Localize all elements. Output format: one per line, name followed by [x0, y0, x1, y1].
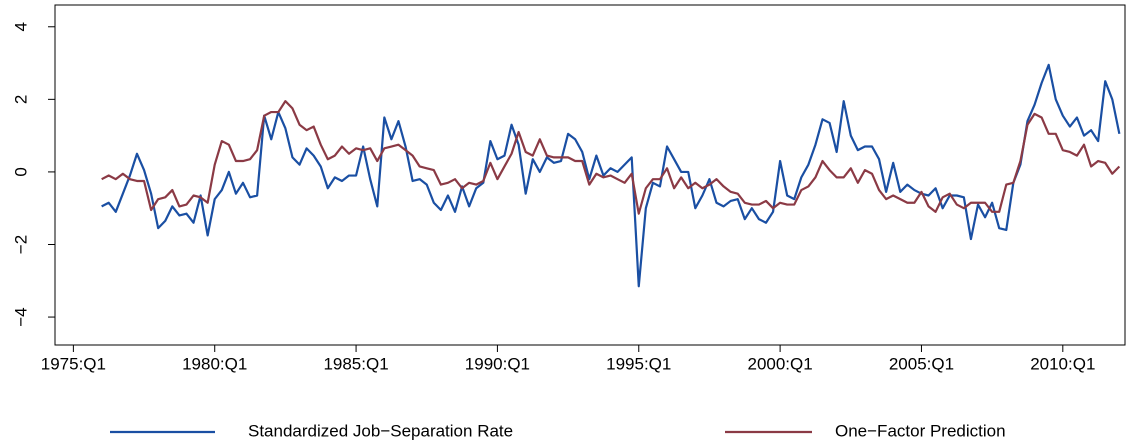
plot-frame — [54, 4, 1126, 346]
y-tick-label: −2 — [11, 235, 30, 254]
legend-label: Standardized Job−Separation Rate — [248, 421, 513, 440]
x-tick-label: 2005:Q1 — [889, 354, 954, 373]
legend-label: One−Factor Prediction — [835, 421, 1006, 440]
x-tick-label: 2000:Q1 — [747, 354, 812, 373]
y-tick-label: 0 — [11, 167, 30, 176]
x-tick-label: 1985:Q1 — [323, 354, 388, 373]
data-line — [101, 100, 1121, 215]
x-tick-label: 2010:Q1 — [1030, 354, 1095, 373]
y-tick-label: 4 — [11, 22, 30, 31]
x-tick-label: 1995:Q1 — [606, 354, 671, 373]
x-tick-label: 1975:Q1 — [41, 354, 106, 373]
y-tick-label: 2 — [11, 95, 30, 104]
x-tick-label: 1990:Q1 — [465, 354, 530, 373]
y-tick-label: −4 — [11, 307, 30, 326]
x-tick-label: 1980:Q1 — [182, 354, 247, 373]
